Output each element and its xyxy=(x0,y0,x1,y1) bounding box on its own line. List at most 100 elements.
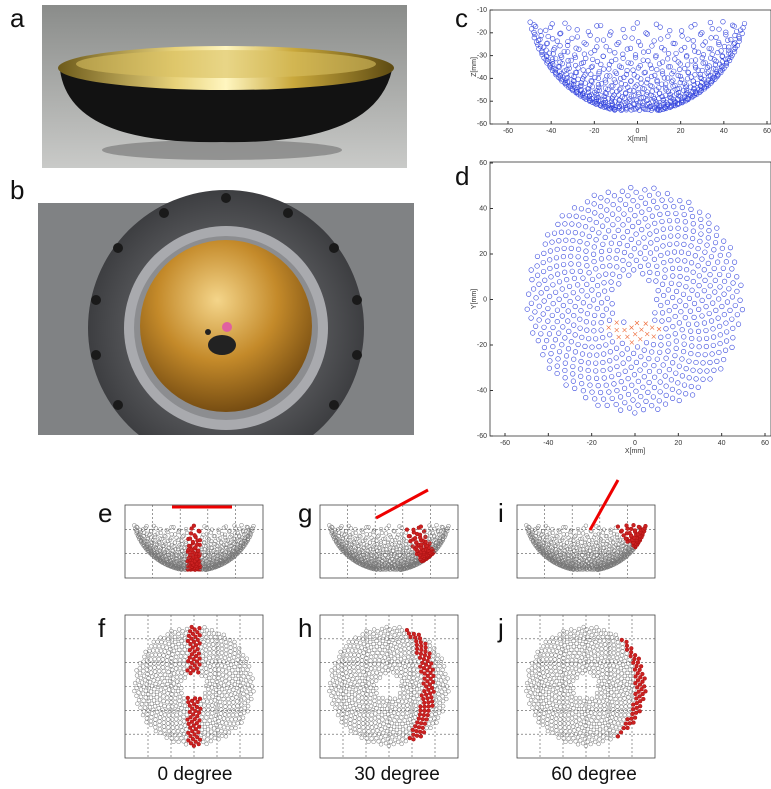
point xyxy=(245,682,251,687)
point xyxy=(243,685,248,690)
point xyxy=(184,712,190,717)
point xyxy=(422,689,427,694)
point xyxy=(226,730,232,735)
point xyxy=(230,546,235,551)
point xyxy=(652,72,658,78)
point xyxy=(721,311,727,318)
y-tick-label: -60 xyxy=(477,433,487,440)
point xyxy=(179,542,185,547)
point xyxy=(572,650,577,655)
point xyxy=(547,265,553,272)
point xyxy=(403,551,408,556)
point xyxy=(589,537,595,543)
point xyxy=(134,668,139,673)
point xyxy=(186,633,191,639)
point xyxy=(640,407,647,413)
point xyxy=(381,659,386,664)
point xyxy=(440,667,445,672)
point xyxy=(342,532,347,538)
point xyxy=(657,211,663,217)
point xyxy=(199,636,205,641)
point xyxy=(659,81,665,87)
point xyxy=(613,255,619,261)
point xyxy=(564,532,570,537)
point xyxy=(404,714,409,720)
caption: 30 degree xyxy=(354,764,440,785)
point xyxy=(555,271,561,277)
point xyxy=(710,300,716,306)
point xyxy=(213,634,218,640)
point xyxy=(577,717,582,722)
point xyxy=(148,722,154,728)
point xyxy=(611,693,616,698)
point xyxy=(589,662,594,667)
point xyxy=(583,255,589,262)
point xyxy=(564,79,571,85)
point xyxy=(702,249,708,255)
point xyxy=(613,696,618,702)
point xyxy=(631,267,637,273)
point xyxy=(134,693,139,698)
point xyxy=(411,684,416,689)
point xyxy=(547,257,553,263)
point xyxy=(624,346,630,352)
point xyxy=(208,530,214,535)
point xyxy=(585,708,590,714)
point xyxy=(589,84,595,90)
point xyxy=(662,204,668,210)
point xyxy=(552,657,557,662)
point xyxy=(602,707,607,712)
point xyxy=(603,654,608,660)
point xyxy=(182,658,187,663)
point xyxy=(186,659,191,664)
point xyxy=(147,680,153,685)
point xyxy=(608,279,614,285)
point xyxy=(216,737,221,742)
point xyxy=(600,541,605,547)
point xyxy=(426,721,432,726)
point xyxy=(611,540,616,545)
point xyxy=(373,560,378,566)
point xyxy=(535,338,541,344)
point xyxy=(172,532,178,537)
point xyxy=(654,296,660,303)
point xyxy=(397,662,402,667)
point xyxy=(597,549,603,554)
point xyxy=(224,669,229,674)
point xyxy=(405,689,411,695)
point xyxy=(387,649,392,654)
point xyxy=(151,678,156,683)
point xyxy=(371,641,376,647)
scatter-c xyxy=(527,19,748,113)
point xyxy=(677,80,683,86)
point xyxy=(374,638,379,644)
point xyxy=(603,306,609,312)
scatter-side xyxy=(132,523,256,573)
point xyxy=(594,44,600,50)
point xyxy=(708,35,714,41)
point xyxy=(352,692,358,697)
point xyxy=(245,694,250,699)
point xyxy=(603,342,609,348)
point xyxy=(676,281,682,287)
point xyxy=(360,681,365,687)
cross-point xyxy=(614,327,619,333)
point xyxy=(552,665,557,670)
point xyxy=(598,707,603,713)
point xyxy=(596,273,602,279)
point xyxy=(645,223,651,229)
point xyxy=(554,370,560,377)
point xyxy=(679,204,685,211)
point xyxy=(707,283,713,289)
point xyxy=(212,717,217,722)
point xyxy=(139,680,145,685)
scatter-d xyxy=(524,185,746,416)
point xyxy=(546,331,553,337)
point xyxy=(692,57,699,63)
point xyxy=(611,687,617,692)
point xyxy=(389,666,395,671)
point xyxy=(687,308,693,314)
point xyxy=(353,702,358,707)
point xyxy=(622,368,628,374)
point xyxy=(673,50,679,57)
